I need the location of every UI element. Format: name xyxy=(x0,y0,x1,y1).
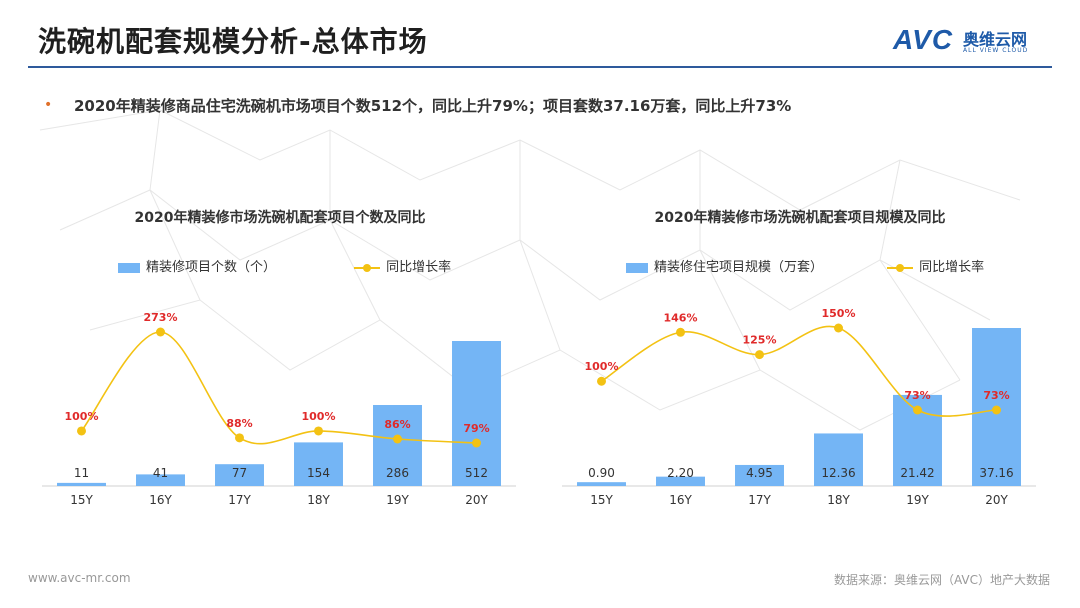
chart1-tick-20Y: 20Y xyxy=(465,493,488,507)
chart2-bar-16Y xyxy=(656,476,705,486)
chart1-rate-point-17Y xyxy=(235,433,244,443)
chart2-rate-point-18Y xyxy=(834,323,843,333)
chart1-bar-16Y xyxy=(136,474,185,486)
chart1-bar-20Y xyxy=(452,341,501,486)
chart1-rate-point-19Y xyxy=(393,434,402,444)
chart2-legend-bar-label: 精装修住宅项目规模（万套） xyxy=(654,260,824,275)
chart1-tick-16Y: 16Y xyxy=(149,493,172,507)
chart2-rate-label-19Y: 73% xyxy=(904,389,930,402)
chart2-legend-line: 同比增长率 xyxy=(887,256,984,275)
chart2-bar-15Y xyxy=(577,482,626,486)
chart2-rate-point-15Y xyxy=(597,376,606,386)
chart1-rate-label-17Y: 88% xyxy=(226,417,252,430)
summary-bullet: 2020年精装修商品住宅洗碗机市场项目个数512个，同比上升79%；项目套数37… xyxy=(74,97,792,115)
chart2-tick-20Y: 20Y xyxy=(985,493,1008,507)
chart1-rate-label-16Y: 273% xyxy=(144,311,178,324)
avc-logo: AVC 奥维云网 ALL VIEW CLOUD xyxy=(893,24,1053,60)
chart1-bar-18Y xyxy=(294,442,343,486)
logo-mark: AVC xyxy=(893,24,954,55)
chart2-title: 2020年精装修市场洗碗机配套项目规模及同比 xyxy=(654,210,946,226)
footer-website: www.avc-mr.com xyxy=(28,571,131,585)
chart2-rate-label-16Y: 146% xyxy=(664,311,698,324)
chart1-tick-17Y: 17Y xyxy=(228,493,251,507)
chart2-rate-point-20Y xyxy=(992,405,1001,415)
chart1-tick-18Y: 18Y xyxy=(307,493,330,507)
chart1-bar-label-17Y: 77 xyxy=(232,466,247,480)
chart1-rate-label-19Y: 86% xyxy=(384,418,410,431)
chart2-rate-point-17Y xyxy=(755,350,764,360)
chart1-bar-label-20Y: 512 xyxy=(465,466,488,480)
chart1-legend-bar: 精装修项目个数（个） xyxy=(118,256,276,275)
chart2-bar-label-18Y: 12.36 xyxy=(821,466,855,480)
chart2-rate-label-17Y: 125% xyxy=(743,334,777,347)
chart2-legend: 精装修住宅项目规模（万套） 同比增长率 xyxy=(626,256,984,275)
chart2-tick-15Y: 15Y xyxy=(590,493,613,507)
chart2-bar-label-16Y: 2.20 xyxy=(667,466,694,480)
chart1-bar-17Y xyxy=(215,464,264,486)
page-title: 洗碗机配套规模分析-总体市场 xyxy=(38,25,428,58)
chart1-bar-label-18Y: 154 xyxy=(307,466,330,480)
chart1-bar-label-15Y: 11 xyxy=(74,466,89,480)
bar-swatch xyxy=(626,262,648,273)
bar-swatch xyxy=(118,262,140,273)
chart1-rate-point-18Y xyxy=(314,426,323,436)
background-network-pattern xyxy=(39,109,1021,431)
title-divider xyxy=(28,66,1052,68)
bullet-marker: • xyxy=(44,97,53,113)
footer-source: 数据来源：奥维云网（AVC）地产大数据 xyxy=(833,573,1050,587)
chart2-legend-bar: 精装修住宅项目规模（万套） xyxy=(626,256,823,275)
chart1-rate-point-16Y xyxy=(156,327,165,337)
chart2-rate-label-20Y: 73% xyxy=(983,389,1009,402)
chart2-bar-label-20Y: 37.16 xyxy=(979,466,1013,480)
chart2-tick-16Y: 16Y xyxy=(669,493,692,507)
chart1-rate-label-20Y: 79% xyxy=(463,422,489,435)
chart2-rate-label-18Y: 150% xyxy=(822,307,856,320)
chart2-bar-label-15Y: 0.90 xyxy=(588,466,615,480)
logo-name-en: ALL VIEW CLOUD xyxy=(963,47,1029,54)
chart1-legend: 精装修项目个数（个） 同比增长率 xyxy=(118,256,451,275)
chart1-legend-bar-label: 精装修项目个数（个） xyxy=(146,260,277,275)
chart2-rate-line xyxy=(601,325,997,417)
chart2-rate-point-19Y xyxy=(913,405,922,415)
chart2-rate-point-16Y xyxy=(676,327,685,337)
chart2-bar-17Y xyxy=(735,464,784,486)
chart2-tick-17Y: 17Y xyxy=(748,493,771,507)
chart1-plot: 11 15Y 41 16Y 77 17Y 154 18Y 286 19Y 512 20Y 100% 273… xyxy=(42,311,516,507)
chart1-tick-19Y: 19Y xyxy=(386,493,409,507)
chart1-legend-line-label: 同比增长率 xyxy=(386,260,452,275)
chart2-bar-label-17Y: 4.95 xyxy=(746,466,773,480)
chart2-bar-18Y xyxy=(814,433,863,486)
chart1-rate-label-15Y: 100% xyxy=(65,410,99,423)
line-swatch xyxy=(354,263,381,273)
chart1-rate-point-20Y xyxy=(472,438,481,448)
chart2-legend-line-label: 同比增长率 xyxy=(919,260,985,275)
chart1-rate-point-15Y xyxy=(77,426,86,436)
chart1-bar-19Y xyxy=(373,405,422,486)
chart2-tick-19Y: 19Y xyxy=(906,493,929,507)
chart1-bar-label-16Y: 41 xyxy=(153,466,168,480)
chart1-title: 2020年精装修市场洗碗机配套项目个数及同比 xyxy=(134,210,426,226)
chart1-rate-label-18Y: 100% xyxy=(302,410,336,423)
chart1-bar-15Y xyxy=(57,482,106,486)
chart2-plot: 0.90 15Y 2.20 16Y 4.95 17Y 12.36 18Y 21.42 19Y 37.… xyxy=(562,307,1036,507)
chart2-bar-label-19Y: 21.42 xyxy=(900,466,934,480)
chart1-legend-line: 同比增长率 xyxy=(354,256,451,275)
chart2-tick-18Y: 18Y xyxy=(827,493,850,507)
logo-name-cn: 奥维云网 xyxy=(963,30,1028,49)
chart1-tick-15Y: 15Y xyxy=(70,493,93,507)
chart2-rate-label-15Y: 100% xyxy=(585,360,619,373)
line-swatch xyxy=(887,263,914,273)
chart1-bar-label-19Y: 286 xyxy=(386,466,409,480)
